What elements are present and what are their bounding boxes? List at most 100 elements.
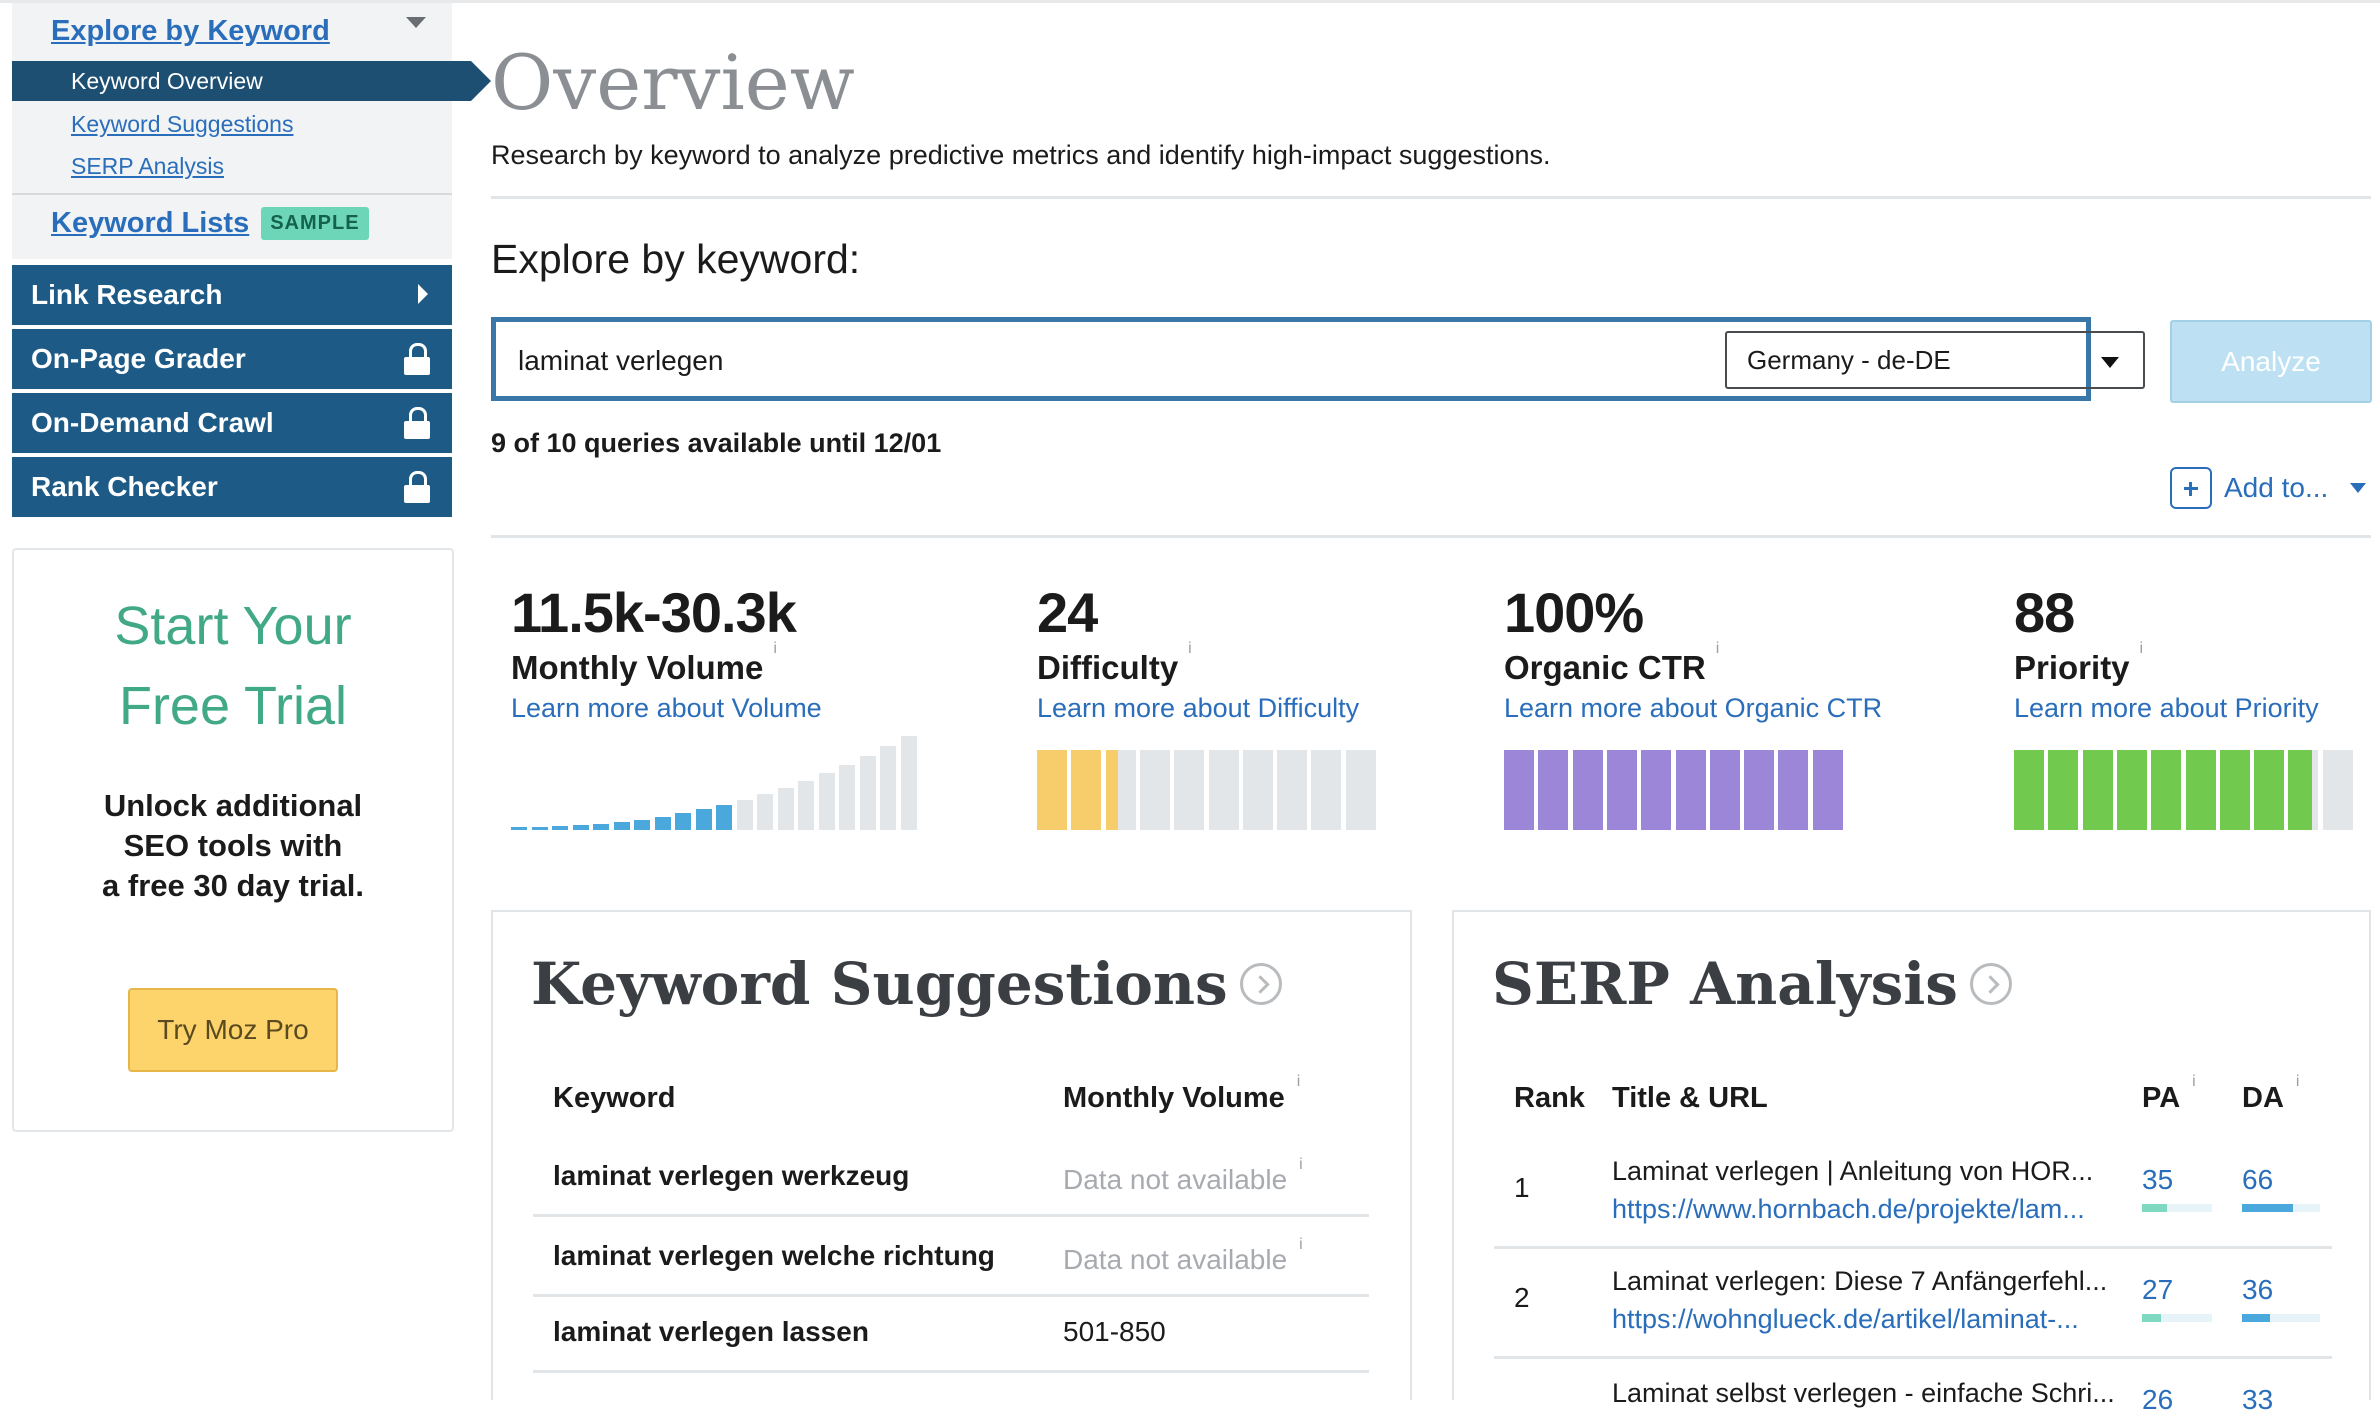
trial-body-line1: Unlock additional [103,788,363,823]
try-moz-pro-button[interactable]: Try Moz Pro [128,988,338,1072]
volume-bar [531,826,548,830]
nav-on-demand-crawl[interactable]: On-Demand Crawl [12,393,452,453]
chevron-right-circle-icon[interactable] [1969,963,2012,1005]
nav-rank-checker[interactable]: Rank Checker [12,457,452,517]
volume-bar [552,826,568,830]
plus-icon [2170,467,2212,509]
column-header-pa-text: PA [2142,1082,2181,1114]
volume-bar [634,819,650,830]
serp-result-title: Laminat verlegen: Diese 7 Anfängerfehl..… [1612,1266,2108,1296]
priority-fill [2048,750,2079,830]
suggestion-keyword[interactable]: laminat verlegen welche richtung [553,1240,995,1271]
priority-fill [2185,750,2216,830]
explore-by-keyword-group: Explore by Keyword Keyword Overview Keyw… [12,3,491,259]
info-icon[interactable]: i [773,640,777,657]
learn-more-link[interactable]: Learn more about Volume [511,693,822,723]
metric-value: 24 [1037,581,1098,644]
learn-more-link[interactable]: Learn more about Difficulty [1037,693,1360,723]
trial-body-line3: a free 30 day trial. [102,868,364,903]
organic-ctr-meter [1504,736,1844,830]
nav-link-research[interactable]: Link Research [12,265,452,325]
volume-bar [511,827,527,830]
info-icon[interactable]: i [1715,640,1720,657]
ctr-fill [1709,750,1740,830]
sidebar-item-keyword-overview[interactable]: Keyword Overview [12,61,491,101]
serp-result-url[interactable]: https://wohnglueck.de/artikel/laminat-..… [1612,1304,2079,1334]
difficulty-segment [1277,750,1308,830]
add-to-button[interactable]: Add to... [2170,467,2367,509]
info-icon[interactable]: i [1188,640,1192,657]
serp-da-value: 66 [2242,1164,2274,1195]
metric-label: Organic CTR i [1504,640,1882,687]
divider [12,193,452,195]
nav-on-page-grader-label: On-Page Grader [31,343,246,374]
priority-fill [2254,750,2285,830]
serp-analysis-title[interactable]: SERP Analysis [1492,950,2012,1018]
info-icon[interactable]: i [1296,1073,1301,1091]
serp-pa-value: 35 [2142,1164,2174,1195]
info-icon[interactable]: i [2139,640,2144,657]
sidebar-item-serp-analysis[interactable]: SERP Analysis [71,153,224,179]
ctr-fill [1606,750,1637,830]
suggestion-keyword[interactable]: laminat verlegen lassen [553,1316,869,1347]
column-header-rank: Rank [1514,1082,1585,1114]
volume-bar [880,746,896,830]
sample-badge: SAMPLE [261,206,369,240]
pa-meter [2142,1314,2212,1322]
nav-link-research-label: Link Research [31,279,223,310]
metric-value: 100% [1504,581,1644,644]
keyword-lists-link[interactable]: Keyword Lists [51,206,250,239]
keyword-suggestions-title[interactable]: Keyword Suggestions [531,950,1282,1018]
serp-da-value: 33 [2242,1384,2274,1415]
trial-heading-line2: Free Trial [118,676,348,736]
sidebar-item-keyword-suggestions[interactable]: Keyword Suggestions [71,111,294,137]
keyword-input[interactable] [516,340,1700,382]
chevron-right-circle-icon[interactable] [1239,963,1282,1005]
explore-by-keyword-header[interactable]: Explore by Keyword [12,11,452,51]
info-icon[interactable]: i [2192,1073,2196,1091]
chevron-down-icon [2101,357,2119,368]
nav-on-demand-crawl-label: On-Demand Crawl [31,407,274,438]
analyze-button[interactable]: Analyze [2170,320,2372,403]
volume-bar [798,780,814,830]
keyword-search-box: Germany - de-DE [491,317,2145,401]
serp-rank: 1 [1514,1172,1530,1203]
suggestion-keyword[interactable]: laminat verlegen werkzeug [553,1160,910,1191]
info-icon[interactable]: i [1299,1155,1303,1173]
serp-result-title: Laminat selbst verlegen - einfache Schri… [1612,1378,2115,1408]
metric-label: Monthly Volume i [511,640,822,687]
learn-more-link[interactable]: Learn more about Priority [2014,693,2319,723]
da-meter-fill [2242,1204,2294,1212]
chevron-down-icon[interactable] [406,17,426,28]
divider [491,535,2371,538]
explore-by-keyword-link[interactable]: Explore by Keyword [51,14,330,47]
info-icon[interactable]: i [2295,1073,2300,1091]
priority-fill [2014,750,2044,830]
metric-value: 11.5k-30.3k [511,581,797,644]
row-divider [1494,1246,2332,1249]
suggestion-volume-text: Data not available [1063,1164,1288,1195]
priority-fill [2288,750,2313,830]
lock-icon [404,407,430,439]
metric-label-text: Monthly Volume [511,649,764,686]
serp-analysis-panel: SERP Analysis Rank Title & URL PA i DA i 1… [1452,910,2371,1415]
nav-on-page-grader[interactable]: On-Page Grader [12,329,452,389]
learn-more-link[interactable]: Learn more about Organic CTR [1504,693,1883,723]
da-meter [2242,1204,2320,1212]
locale-select-value: Germany - de-DE [1747,345,1951,375]
serp-result-url[interactable]: https://www.hornbach.de/projekte/lam... [1612,1194,2085,1224]
volume-bar-chart [511,736,917,830]
nav-rank-checker-label: Rank Checker [31,471,218,502]
priority-meter [2014,736,2354,830]
locale-select[interactable]: Germany - de-DE [1725,331,2145,389]
volume-bar [859,755,876,830]
page-subtitle: Research by keyword to analyze predictiv… [491,140,1551,170]
suggestion-volume-text: Data not available [1063,1244,1288,1275]
info-icon[interactable]: i [1299,1235,1303,1253]
row-divider [533,1370,1369,1373]
column-header-monthly-volume: Monthly Volume i [1063,1073,1300,1115]
row-divider [533,1294,1369,1297]
volume-bar [716,804,732,830]
sidebar: Explore by Keyword Keyword Overview Keyw… [12,3,491,517]
serp-rank: 2 [1514,1282,1530,1313]
